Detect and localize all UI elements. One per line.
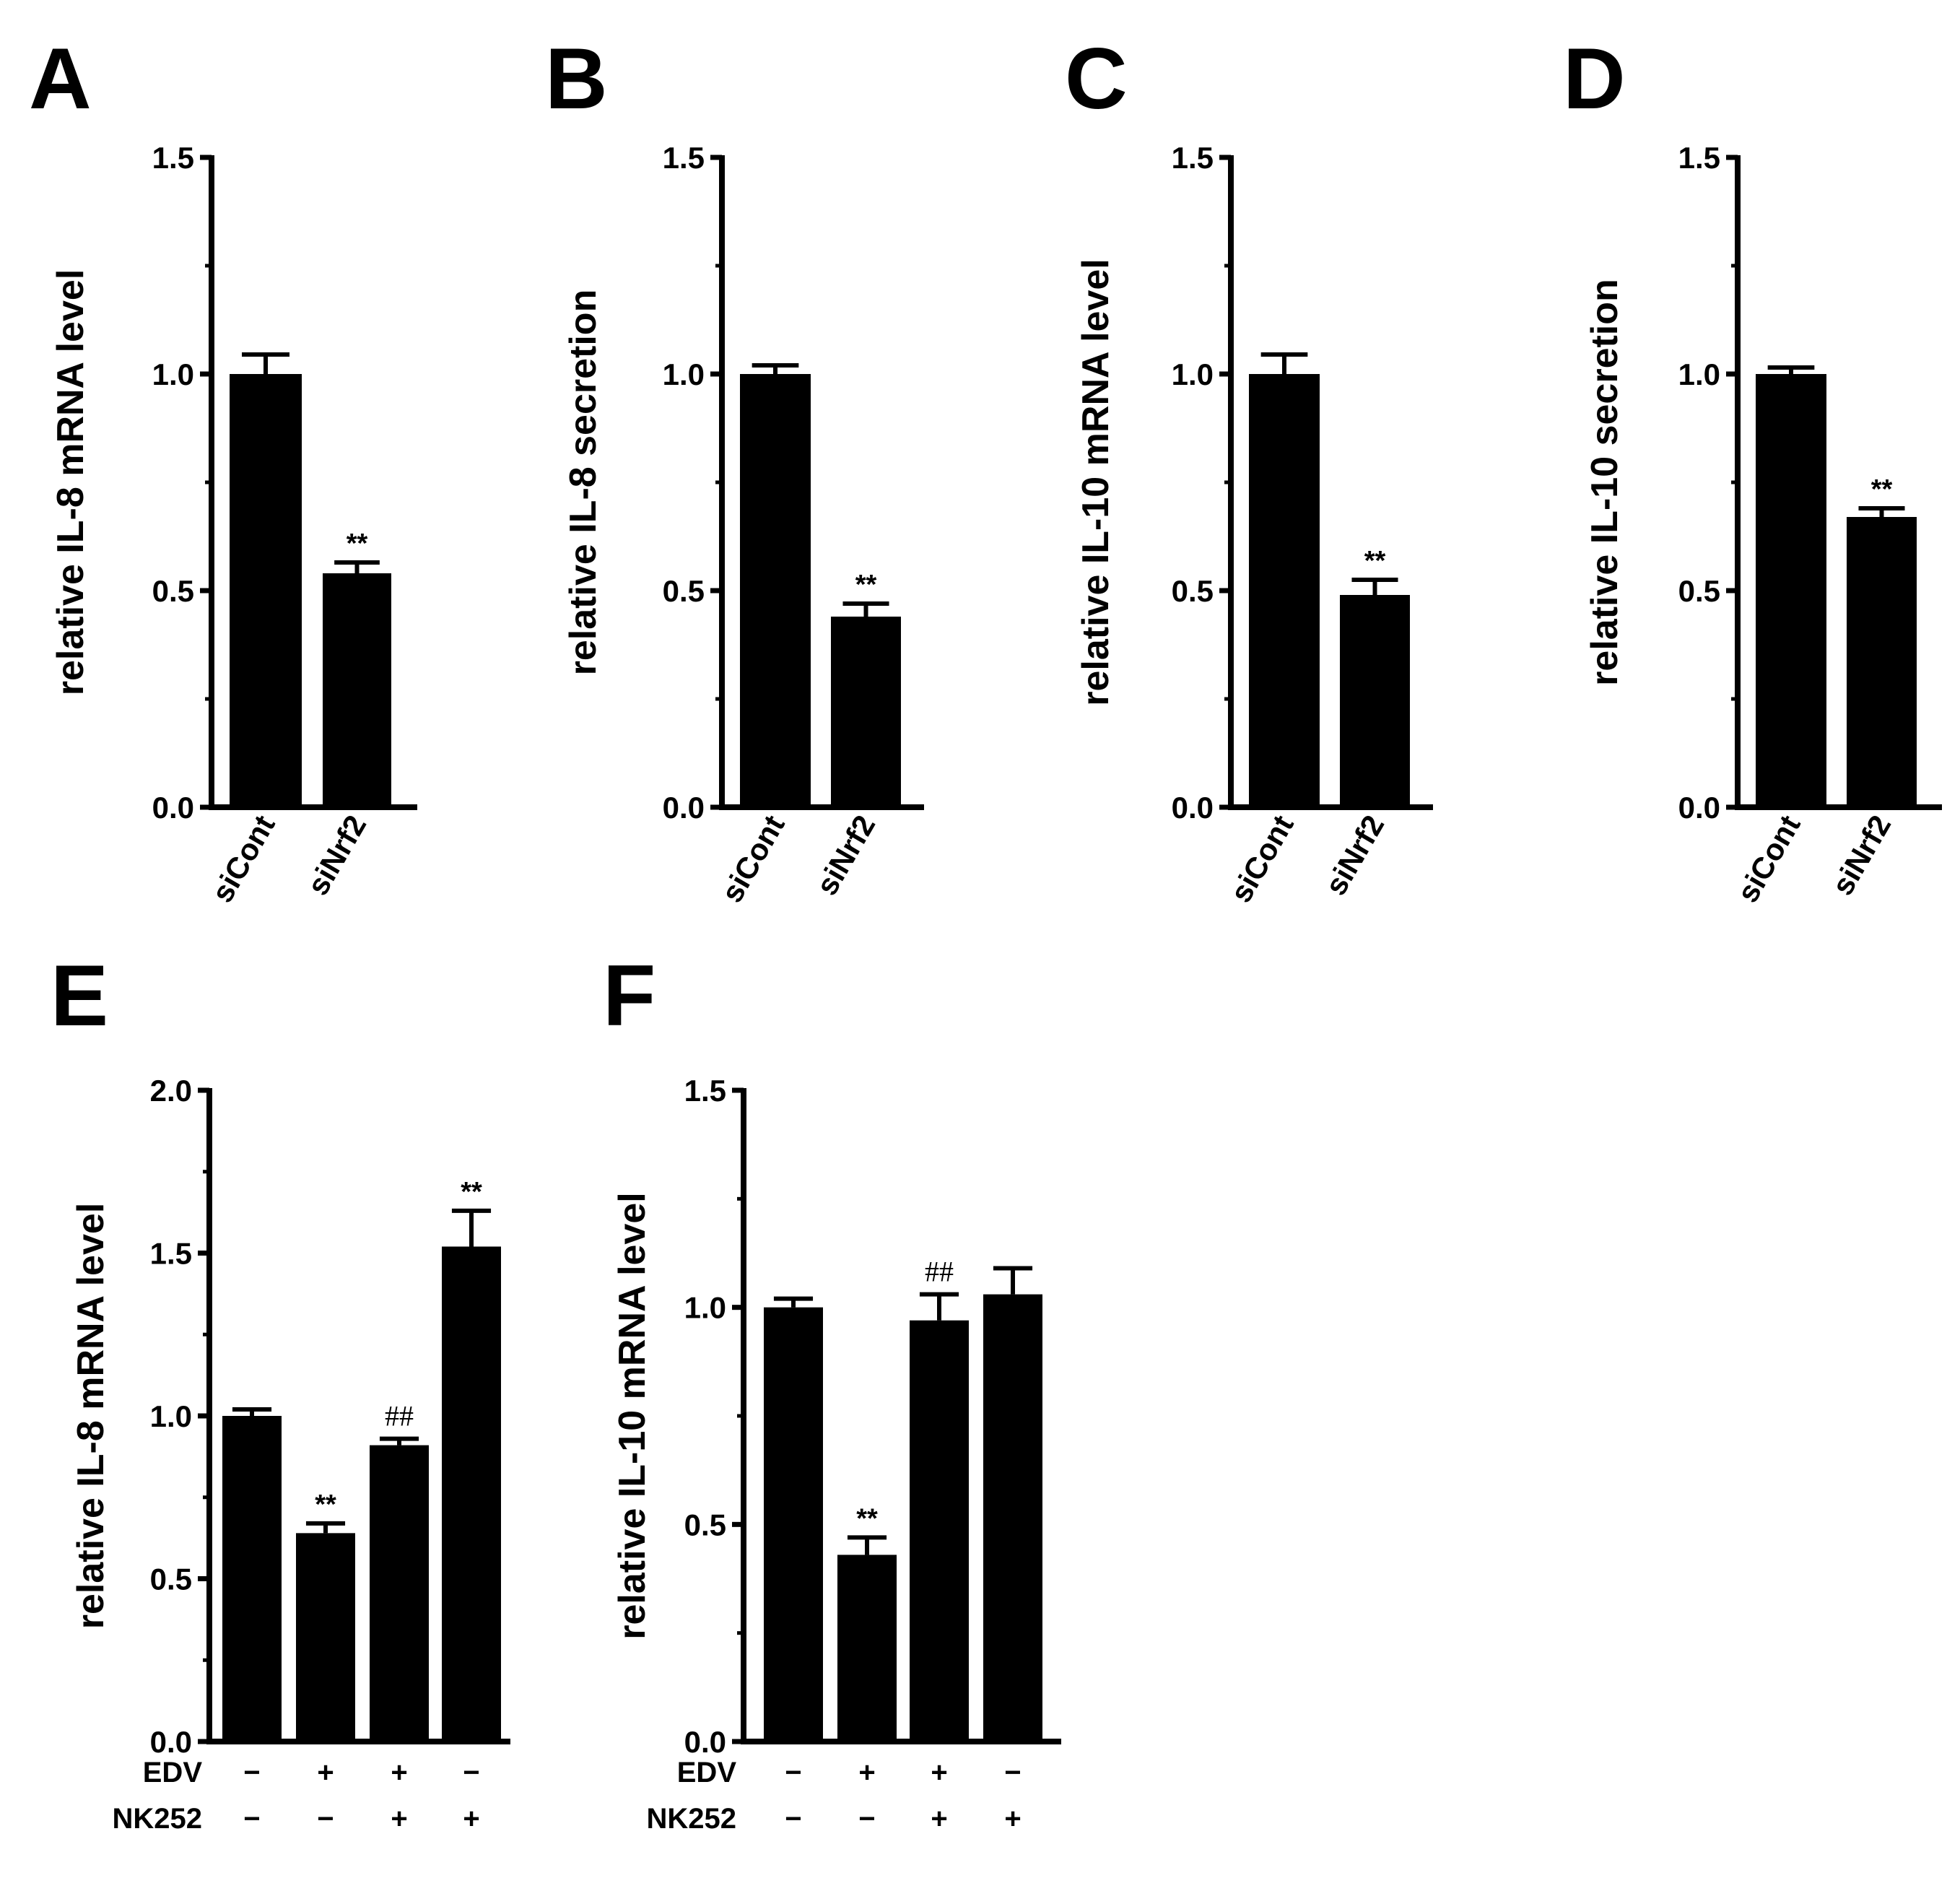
treatment-sign: − [785,1803,801,1835]
x-category-label: siNrf2 [1318,809,1390,901]
bar [740,374,811,807]
bar [442,1246,501,1742]
y-tick-label: 0.0 [663,791,705,825]
treatment-sign: + [931,1803,947,1835]
bar [1847,517,1917,807]
y-axis-label: relative IL-10 secretion [1584,279,1626,686]
significance-hash-label: ## [925,1256,954,1288]
y-tick-label: 0.0 [1678,791,1720,825]
bar [1340,595,1410,807]
significance-star-label: ** [315,1490,336,1520]
treatment-sign: − [317,1803,334,1835]
chart-panel-f: 0.0 0.5 1.0 1.5 relative IL-10 mRNA level ** #… [611,1074,1061,1835]
chart-panel-a: 0.0 0.5 1.0 1.5 relative IL-8 mRNA level ** si… [50,141,417,908]
panel-letter-f: F [603,947,655,1044]
treatment-sign: − [243,1757,260,1788]
y-tick-label: 0.5 [152,574,194,608]
y-axis-label: relative IL-10 mRNA level [611,1192,653,1639]
treatment-sign: + [931,1757,947,1788]
y-tick-label: 0.5 [1678,574,1720,608]
significance-star-label: ** [856,1503,878,1534]
treatment-sign: − [243,1803,260,1835]
y-tick-label: 0.0 [1172,791,1214,825]
y-tick-label: 1.0 [684,1291,726,1325]
y-tick-label: 0.0 [684,1725,726,1759]
treatment-name: EDV [677,1757,737,1788]
treatment-sign: + [317,1757,334,1788]
x-category-label: siCont [1224,809,1300,908]
y-tick-label: 0.5 [1172,574,1214,608]
panel-letter-a: A [29,30,92,127]
x-category-label: siCont [1730,809,1807,908]
treatment-sign: + [463,1803,479,1835]
panel-letter-b: B [545,30,608,127]
y-axis-label: relative IL-10 mRNA level [1075,258,1117,705]
significance-star-label: ** [1364,546,1386,576]
treatment-sign: + [1004,1803,1021,1835]
panel-letter-d: D [1563,30,1626,127]
y-tick-label: 1.0 [1678,357,1720,391]
x-category-label: siNrf2 [809,809,881,901]
significance-star-label: ** [855,570,877,600]
significance-star-label: ** [347,529,368,559]
y-axis-label: relative IL-8 secretion [562,290,604,676]
x-category-label: siNrf2 [300,809,373,901]
bar [296,1533,355,1742]
y-tick-label: 0.5 [150,1562,192,1596]
y-tick-label: 0.0 [152,791,194,825]
y-tick-label: 0.0 [150,1725,192,1759]
y-tick-label: 2.0 [150,1074,192,1108]
y-tick-label: 1.5 [663,141,705,175]
treatment-name: EDV [143,1757,203,1788]
treatment-sign: − [463,1757,479,1788]
panel-letter-e: E [51,947,108,1044]
treatment-sign: + [391,1757,407,1788]
treatment-sign: + [858,1757,875,1788]
treatment-sign: − [1004,1757,1021,1788]
significance-star-label: ** [1871,474,1893,505]
y-axis-label: relative IL-8 mRNA level [70,1203,112,1630]
bar [764,1307,823,1742]
bar [1249,374,1320,807]
treatment-sign: − [858,1803,875,1835]
panel-letter-c: C [1065,30,1128,127]
bar [370,1445,429,1742]
x-category-label: siNrf2 [1825,809,1897,901]
bar [230,374,302,807]
bar [837,1555,897,1742]
chart-panel-c: 0.0 0.5 1.0 1.5 relative IL-10 mRNA level ** s… [1075,141,1433,908]
chart-panel-d: 0.0 0.5 1.0 1.5 relative IL-10 secretion ** si… [1584,141,1942,908]
x-category-label: siCont [715,809,791,908]
treatment-name: NK252 [646,1803,736,1835]
bar [983,1294,1042,1742]
treatment-name: NK252 [112,1803,202,1835]
y-tick-label: 0.5 [684,1508,726,1542]
x-category-label: siCont [205,809,282,908]
y-tick-label: 1.0 [152,357,194,391]
significance-hash-label: ## [385,1400,414,1433]
y-tick-label: 1.0 [150,1399,192,1433]
bar [222,1416,282,1742]
treatment-sign: + [391,1803,407,1835]
y-tick-label: 1.5 [152,141,194,175]
significance-star-label: ** [461,1177,482,1207]
y-tick-label: 1.5 [1172,141,1214,175]
y-tick-label: 0.5 [663,574,705,608]
y-axis-label: relative IL-8 mRNA level [50,269,92,696]
treatment-sign: − [785,1757,801,1788]
y-tick-label: 1.0 [1172,357,1214,391]
y-tick-label: 1.5 [684,1074,726,1108]
chart-panel-b: 0.0 0.5 1.0 1.5 relative IL-8 secretion ** siC… [562,141,924,908]
chart-panel-e: 0.0 0.5 1.0 1.5 2.0 relative IL-8 mRNA level *… [70,1074,510,1835]
bar [910,1320,969,1742]
bar [323,573,391,807]
y-tick-label: 1.0 [663,357,705,391]
bar [831,617,901,807]
y-tick-label: 1.5 [1678,141,1720,175]
y-tick-label: 1.5 [150,1237,192,1271]
bar [1756,374,1826,807]
